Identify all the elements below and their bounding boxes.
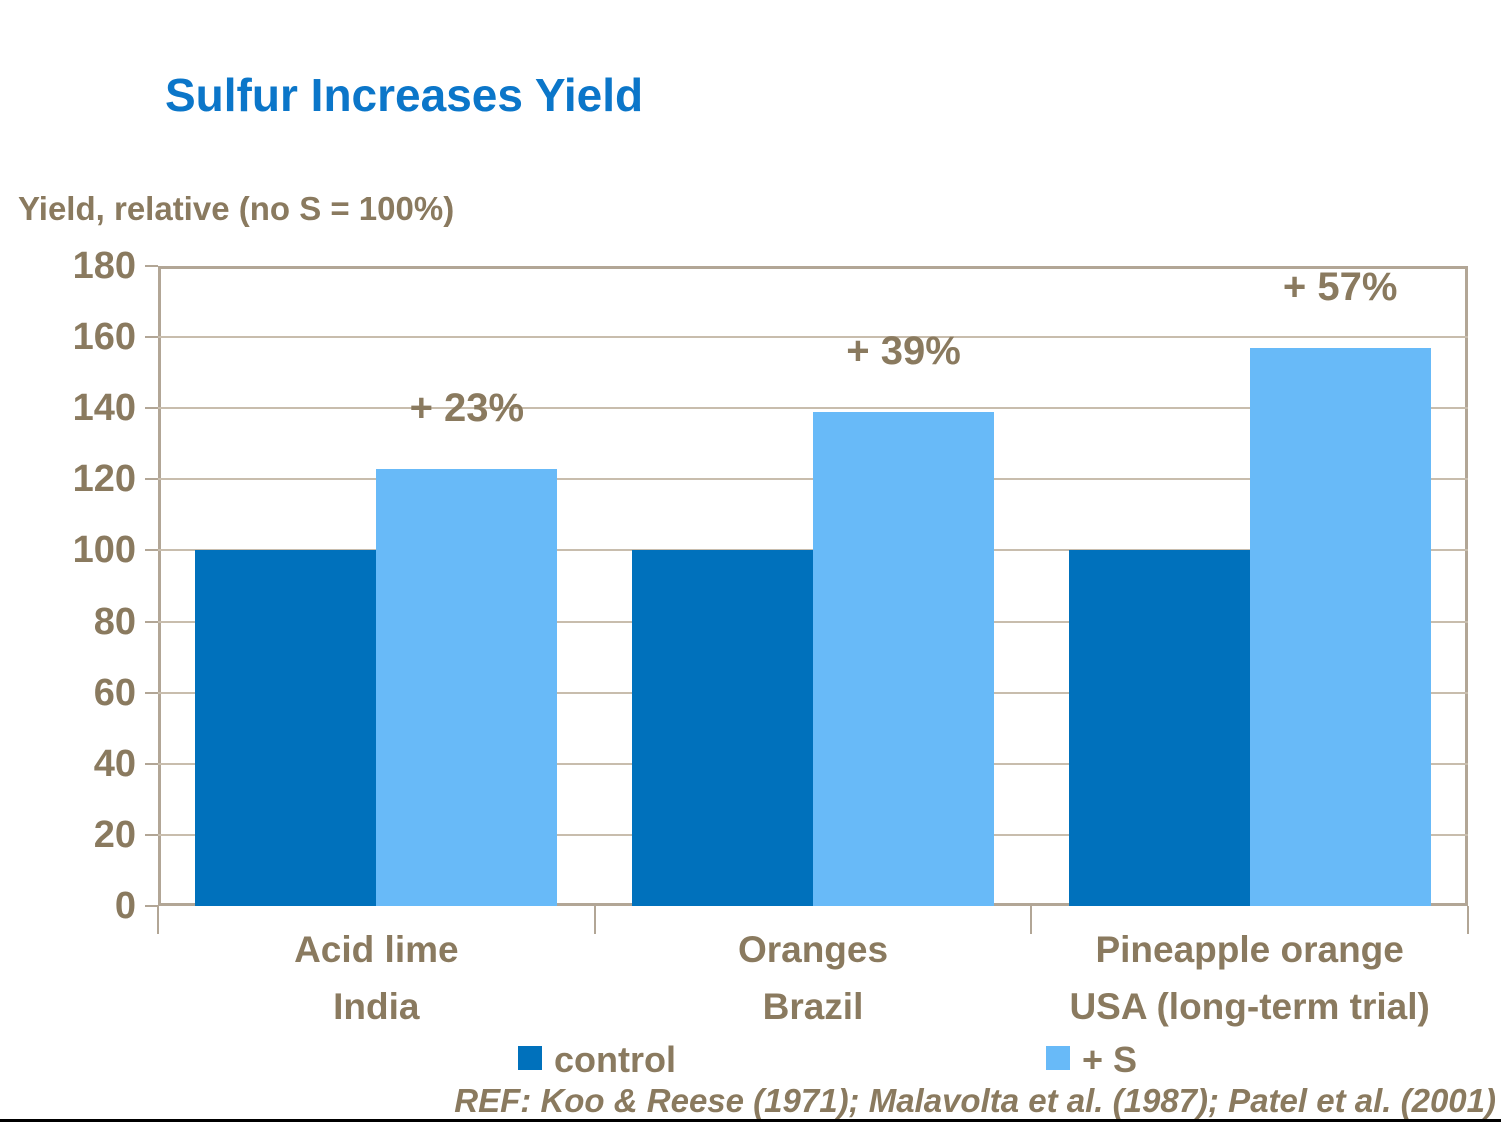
category-country-oranges: Brazil — [762, 986, 864, 1027]
y-tick-80 — [145, 620, 158, 623]
y-tick-140 — [145, 407, 158, 410]
y-axis-title: Yield, relative (no S = 100%) — [18, 190, 455, 227]
y-tick-label-0: 0 — [114, 885, 136, 927]
control-legend-swatch — [518, 1046, 542, 1070]
category-crop-acid-lime: Acid lime — [294, 929, 459, 970]
x-boundary-tick-0 — [157, 906, 159, 934]
bottom-border-rule — [0, 1119, 1501, 1122]
y-tick-180 — [145, 265, 158, 267]
annotation-oranges: + 39% — [846, 328, 961, 373]
y-tick-100 — [145, 549, 158, 552]
y-tick-40 — [145, 762, 158, 765]
annotation-pineapple-orange: + 57% — [1282, 264, 1398, 309]
x-boundary-tick-2 — [1030, 906, 1033, 934]
legend-item-plus-s: + S — [1046, 1042, 1137, 1078]
y-tick-0 — [145, 905, 158, 907]
y-tick-160 — [145, 336, 158, 339]
legend-item-control: control — [518, 1042, 676, 1078]
y-tick-label-180: 180 — [72, 245, 136, 287]
y-tick-120 — [145, 478, 158, 481]
y-tick-label-20: 20 — [93, 813, 136, 856]
bar-plus-s-pineapple-orange — [1249, 347, 1431, 906]
bar-plus-s-acid-lime — [376, 468, 558, 906]
y-tick-label-60: 60 — [93, 671, 136, 714]
plus-s-legend-swatch — [1046, 1046, 1070, 1070]
bar-control-pineapple-orange — [1068, 550, 1250, 906]
legend-label-plus-s: + S — [1082, 1039, 1138, 1080]
reference-text: REF: Koo & Reese (1971); Malavolta et al… — [454, 1082, 1496, 1119]
y-tick-label-140: 140 — [72, 387, 136, 430]
y-tick-60 — [145, 691, 158, 694]
y-tick-label-160: 160 — [72, 316, 136, 359]
y-tick-label-40: 40 — [93, 742, 136, 785]
y-tick-20 — [145, 833, 158, 836]
y-tick-label-80: 80 — [93, 600, 136, 643]
bar-control-acid-lime — [195, 550, 377, 906]
slide-title: Sulfur Increases Yield — [165, 69, 644, 121]
legend-label-control: control — [554, 1039, 676, 1080]
x-boundary-tick-1 — [593, 906, 596, 934]
category-crop-pineapple-orange: Pineapple orange — [1095, 929, 1404, 970]
category-country-acid-lime: India — [333, 986, 420, 1027]
category-country-pineapple-orange: USA (long-term trial) — [1069, 986, 1430, 1027]
y-tick-label-120: 120 — [72, 458, 136, 501]
x-boundary-tick-3 — [1467, 906, 1469, 934]
y-tick-label-100: 100 — [72, 529, 136, 572]
annotation-acid-lime: + 23% — [409, 385, 525, 430]
bar-control-oranges — [632, 550, 813, 906]
category-crop-oranges: Oranges — [737, 929, 889, 970]
gridline-140 — [158, 407, 1468, 410]
bar-plus-s-oranges — [813, 411, 994, 906]
gridline-160 — [158, 336, 1468, 339]
